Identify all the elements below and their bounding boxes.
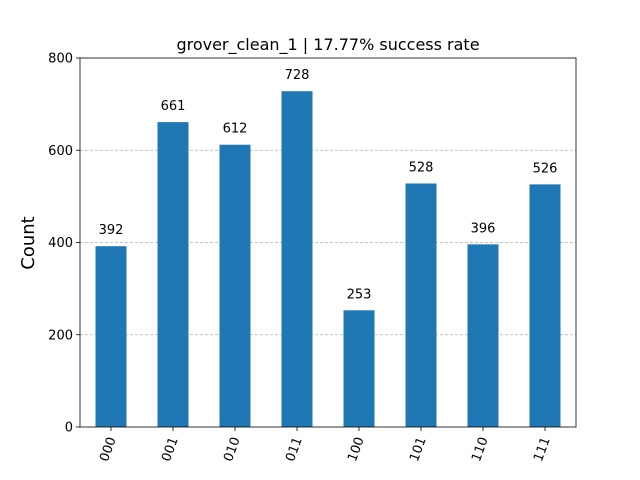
bar-010 bbox=[219, 144, 251, 427]
bar-value-label: 728 bbox=[285, 68, 310, 83]
bar-100 bbox=[343, 310, 375, 427]
y-tick-label: 0 bbox=[65, 421, 73, 436]
bar-000 bbox=[95, 246, 127, 427]
x-tick-label: 001 bbox=[159, 435, 182, 463]
bar-value-label: 396 bbox=[471, 221, 496, 236]
x-tick-label: 111 bbox=[531, 435, 554, 463]
x-tick-label: 000 bbox=[97, 435, 120, 463]
bars: 392 661 612 728 253 528 396 526 bbox=[95, 68, 561, 428]
y-tick-label: 800 bbox=[48, 52, 73, 67]
bar-value-label: 392 bbox=[99, 223, 124, 238]
x-tick-label: 101 bbox=[407, 435, 430, 463]
y-tick-label: 600 bbox=[48, 144, 73, 159]
y-tick-label: 400 bbox=[48, 236, 73, 251]
bar-value-label: 612 bbox=[223, 122, 248, 137]
x-ticks: 000 001 010 011 100 101 110 111 bbox=[97, 427, 554, 464]
x-tick-label: 011 bbox=[283, 435, 306, 463]
bar-value-label: 526 bbox=[533, 161, 558, 176]
y-tick-label: 200 bbox=[48, 328, 73, 343]
bar-110 bbox=[467, 244, 499, 427]
x-tick-label: 100 bbox=[345, 435, 368, 463]
bar-value-label: 528 bbox=[409, 160, 434, 175]
bar-101 bbox=[405, 183, 437, 427]
bar-001 bbox=[157, 122, 189, 428]
bar-011 bbox=[281, 91, 313, 428]
x-tick-label: 010 bbox=[221, 435, 244, 463]
bar-111 bbox=[529, 184, 561, 427]
chart-title: grover_clean_1 | 17.77% success rate bbox=[176, 35, 479, 55]
y-axis-label: Count bbox=[18, 216, 39, 269]
bar-value-label: 661 bbox=[161, 99, 186, 114]
x-tick-label: 110 bbox=[469, 435, 492, 463]
y-ticks: 0 200 400 600 800 bbox=[48, 52, 80, 436]
bar-value-label: 253 bbox=[347, 287, 372, 302]
gridlines bbox=[80, 149, 576, 336]
